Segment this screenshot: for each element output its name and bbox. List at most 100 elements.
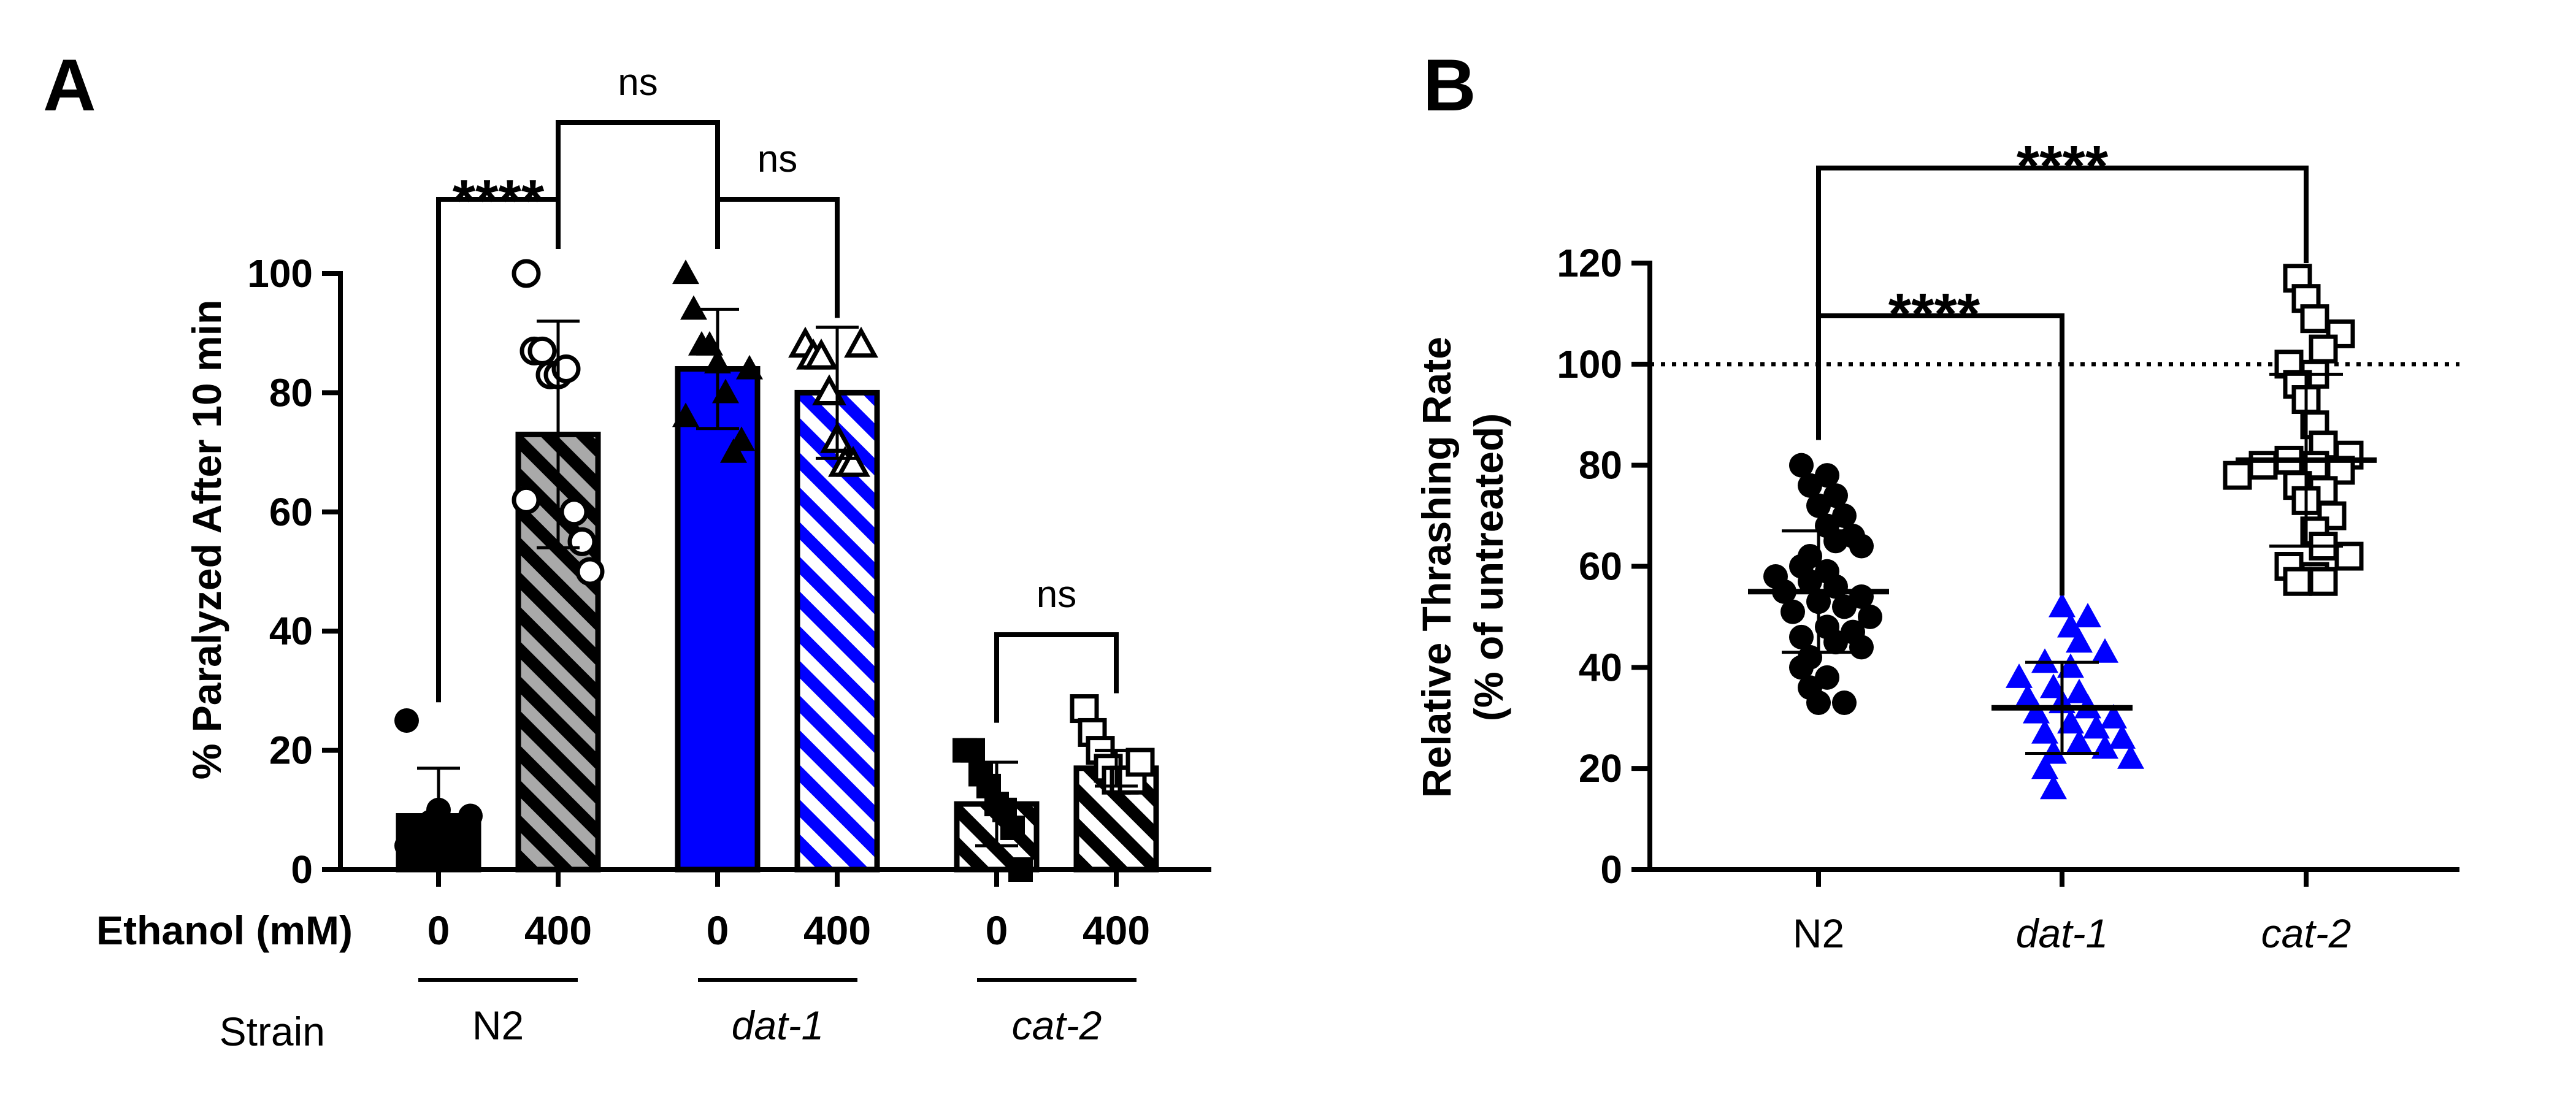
ethanol-dose-label: 400 — [1083, 908, 1150, 953]
panel-b-y-axis-title: Relative Thrashing Rate — [1414, 337, 1459, 798]
data-point — [2049, 592, 2076, 618]
data-point — [1806, 493, 1831, 518]
panel-a-significance: **** ns ns ns — [436, 61, 1119, 723]
strain-label: cat-2 — [1012, 1003, 1102, 1048]
data-point — [2014, 683, 2041, 708]
data-point — [1070, 694, 1099, 724]
data-point — [2040, 775, 2067, 800]
data-point — [2031, 754, 2058, 779]
panel-a: A % Paralyzed After 10 min Ethanol (mM) … — [43, 44, 1211, 1054]
category-label: cat-2 — [2261, 911, 2352, 956]
data-point — [1823, 630, 1848, 655]
data-point — [2309, 567, 2338, 596]
data-point — [736, 354, 763, 380]
data-point — [2040, 739, 2067, 764]
ethanol-dose-label: 0 — [986, 908, 1008, 953]
panel-a-y-axis-title: % Paralyzed After 10 min — [184, 300, 229, 780]
data-point — [836, 445, 870, 477]
y-tick-label: 0 — [1600, 847, 1622, 892]
data-point — [567, 527, 597, 556]
ethanol-dose-label: 400 — [803, 908, 871, 953]
data-point — [2074, 603, 2101, 628]
data-point — [512, 259, 541, 288]
y-tick-label: 20 — [269, 729, 313, 773]
y-tick-label: 80 — [1579, 443, 1622, 488]
data-point — [844, 326, 878, 358]
data-point — [2309, 430, 2338, 460]
data-point — [1858, 604, 1882, 629]
data-point — [1798, 569, 1822, 594]
y-tick-label: 80 — [269, 370, 313, 415]
y-tick-label: 20 — [1579, 746, 1622, 790]
data-point — [2057, 613, 2084, 638]
panel-a-y-axis: 0 20 40 60 80 100 — [247, 251, 1211, 892]
data-point — [2057, 653, 2084, 678]
data-point — [1008, 857, 1033, 882]
significance-label: ns — [618, 61, 657, 104]
panel-b-y-axis-subtitle: (% of untreated) — [1466, 413, 1511, 721]
data-point — [1849, 534, 1874, 559]
strain-axis-label: Strain — [220, 1009, 325, 1054]
data-point — [1798, 473, 1822, 498]
data-point — [2300, 304, 2329, 334]
data-point — [1832, 690, 1857, 716]
significance-label: **** — [453, 168, 545, 234]
significance-bracket — [1816, 313, 2064, 596]
data-point — [394, 708, 419, 733]
data-point — [551, 354, 581, 384]
ethanol-dose-label: 0 — [707, 908, 729, 953]
data-point — [512, 485, 541, 514]
panel-a-bars — [394, 259, 1159, 882]
data-point — [2283, 567, 2312, 596]
data-point — [2100, 703, 2127, 729]
y-tick-label: 0 — [291, 847, 313, 892]
data-point — [2109, 724, 2136, 749]
data-point — [2248, 451, 2278, 480]
significance-bracket — [556, 120, 720, 199]
panel-b: B Relative Thrashing Rate (% of untreate… — [1414, 44, 2459, 956]
data-point — [2083, 714, 2110, 739]
data-point — [2223, 461, 2252, 490]
ethanol-dose-label: 400 — [524, 908, 592, 953]
significance-bracket — [1816, 166, 2309, 440]
data-point — [1832, 594, 1857, 619]
y-tick-label: 100 — [247, 251, 313, 296]
data-point — [2117, 744, 2144, 769]
data-point — [458, 803, 483, 828]
data-point — [672, 259, 699, 285]
significance-label: **** — [2017, 134, 2109, 199]
data-point — [2006, 664, 2033, 688]
significance-label: **** — [1888, 281, 1980, 347]
data-point — [2334, 541, 2364, 571]
y-tick-label: 40 — [1579, 645, 1622, 689]
data-point — [728, 426, 755, 451]
data-point — [1125, 748, 1155, 777]
data-point — [2040, 673, 2067, 698]
data-point — [2326, 319, 2355, 348]
data-point — [1849, 635, 1874, 660]
data-point — [2066, 729, 2093, 754]
data-point — [1789, 655, 1814, 680]
data-point — [804, 339, 838, 370]
data-point — [527, 336, 557, 365]
data-point — [2066, 678, 2093, 703]
panel-b-letter: B — [1423, 44, 1476, 126]
data-point — [1806, 690, 1831, 716]
data-point — [2066, 628, 2093, 653]
data-point — [2057, 709, 2084, 734]
data-point — [2031, 719, 2058, 744]
significance-bracket — [994, 632, 1119, 723]
data-point — [450, 845, 475, 870]
y-tick-label: 60 — [269, 490, 313, 534]
data-point — [1781, 599, 1805, 624]
significance-label: ns — [757, 138, 797, 180]
data-point — [575, 557, 605, 586]
panel-b-points — [1748, 264, 2377, 800]
data-point — [559, 497, 589, 527]
significance-bracket — [715, 197, 840, 318]
y-tick-label: 40 — [269, 609, 313, 653]
panel-b-significance: **** **** — [1816, 134, 2309, 596]
data-point — [2091, 638, 2118, 663]
data-point — [960, 738, 985, 763]
